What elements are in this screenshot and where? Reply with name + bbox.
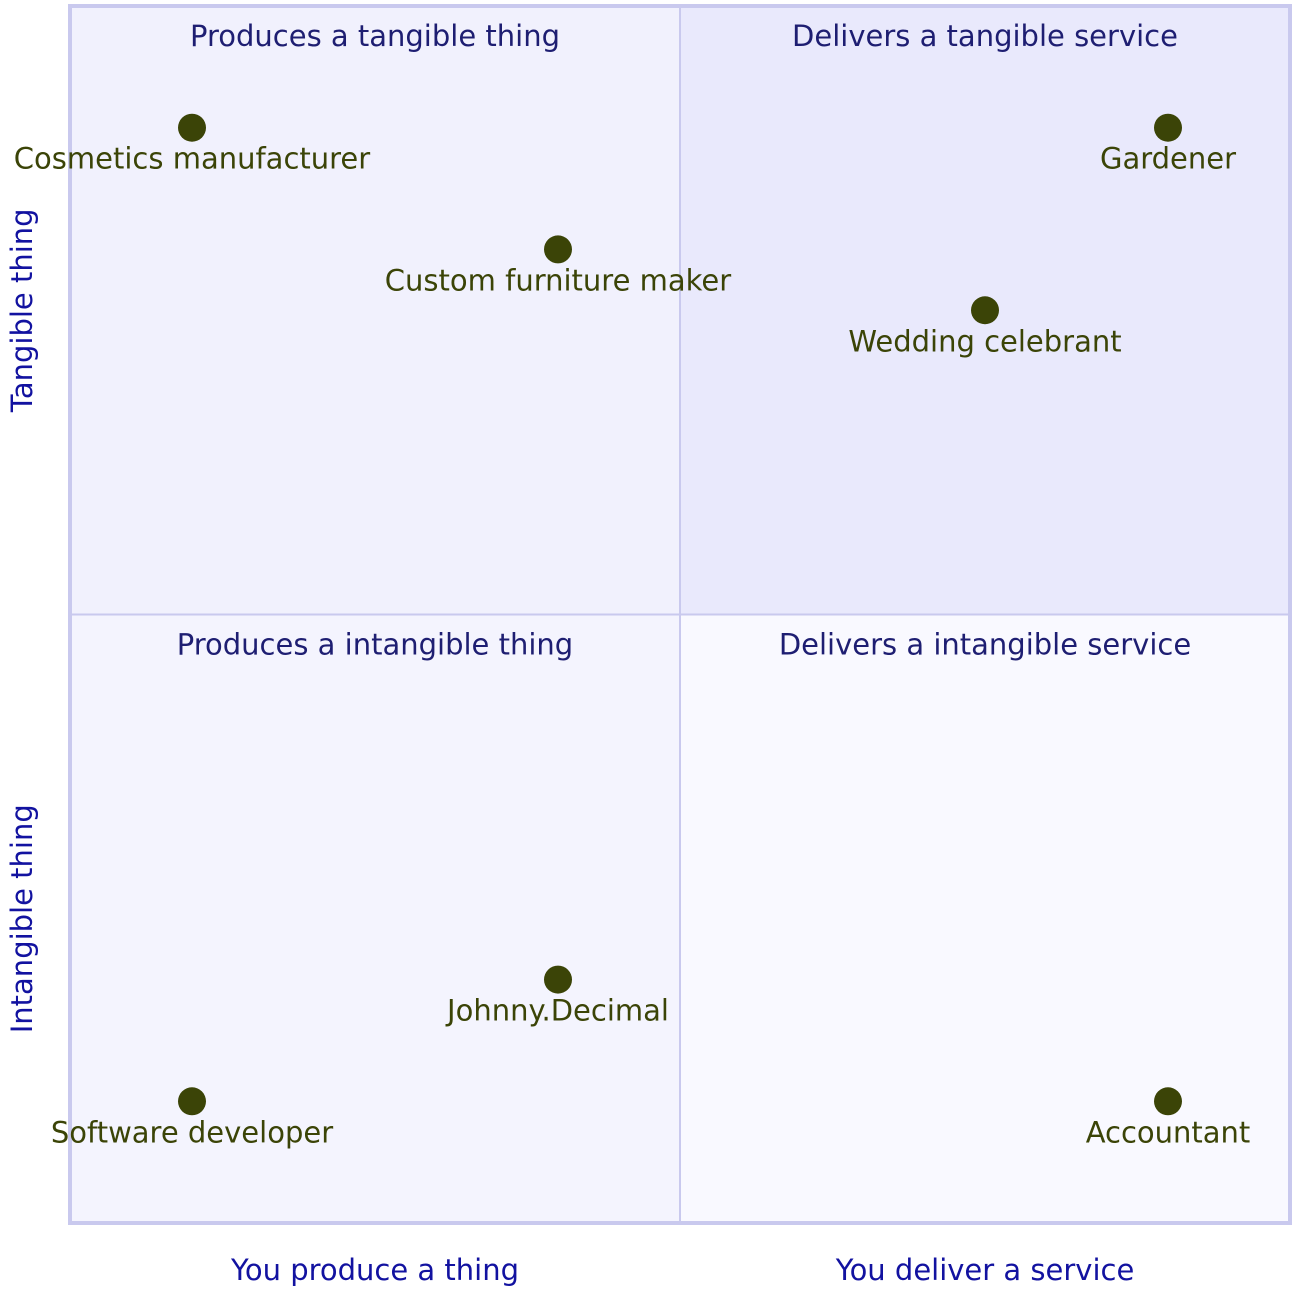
quadrant-title-bottom-right: Delivers a intangible service — [779, 628, 1191, 662]
point-cosmetics-manufacturer — [178, 113, 206, 142]
quadrant-top-left — [70, 6, 680, 615]
point-gardener — [1154, 113, 1182, 142]
point-label-gardener: Gardener — [1100, 142, 1236, 176]
point-label-wedding-celebrant: Wedding celebrant — [848, 324, 1121, 358]
chart-border — [68, 4, 1292, 1225]
quadrant-title-top-left: Produces a tangible thing — [190, 19, 560, 53]
quadrant-title-top-right: Delivers a tangible service — [792, 19, 1178, 53]
y-axis-label-high: Tangible thing — [5, 208, 39, 413]
point-label-johnny-decimal: Johnny.Decimal — [445, 994, 669, 1028]
point-custom-furniture-maker — [544, 235, 572, 264]
points-layer: Cosmetics manufacturer Gardener Custom fur… — [14, 113, 1251, 1149]
point-label-software-developer: Software developer — [51, 1115, 333, 1149]
quadrant-bottom-right — [680, 614, 1290, 1223]
point-wedding-celebrant — [971, 296, 999, 325]
x-axis-label-high: You deliver a service — [835, 1253, 1135, 1287]
quadrant-title-bottom-left: Produces a intangible thing — [177, 628, 573, 662]
point-label-cosmetics-manufacturer: Cosmetics manufacturer — [14, 142, 370, 176]
x-axis-label-low: You produce a thing — [230, 1253, 519, 1287]
point-label-accountant: Accountant — [1086, 1115, 1251, 1149]
point-johnny-decimal — [544, 965, 572, 994]
y-axis-label-low: Intangible thing — [5, 804, 39, 1033]
quadrant-bottom-left — [70, 614, 680, 1223]
point-accountant — [1154, 1087, 1182, 1116]
point-software-developer — [178, 1087, 206, 1116]
point-label-custom-furniture-maker: Custom furniture maker — [385, 263, 731, 297]
